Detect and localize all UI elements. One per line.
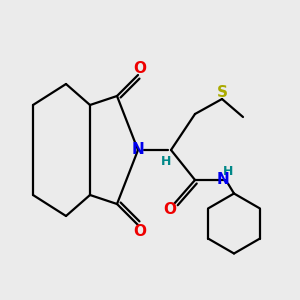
Text: O: O [133,61,146,76]
Text: O: O [163,202,176,217]
Text: N: N [132,142,144,158]
Text: H: H [223,165,233,178]
Text: N: N [217,172,230,188]
Text: O: O [133,224,146,239]
Text: S: S [217,85,227,100]
Text: H: H [161,155,172,168]
